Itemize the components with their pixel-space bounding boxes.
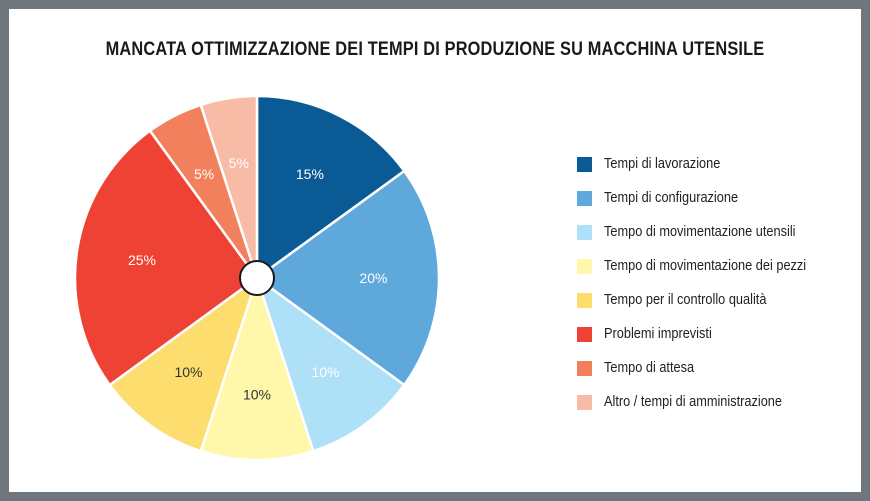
legend-label: Tempi di configurazione bbox=[604, 190, 739, 206]
pie-center-hole bbox=[239, 260, 275, 296]
pie-slice bbox=[255, 94, 406, 280]
legend-item: Tempo di movimentazione utensili bbox=[577, 215, 834, 249]
legend-item: Tempo per il controllo qualità bbox=[577, 283, 834, 317]
legend-item: Tempi di lavorazione bbox=[577, 147, 834, 181]
legend-swatch bbox=[577, 292, 592, 308]
slice-value-label: 10% bbox=[174, 364, 202, 380]
pie-chart: 15% 20% 10% 10% 10% 25% 5% 5% bbox=[73, 94, 441, 462]
legend-item: Tempo di movimentazione dei pezzi bbox=[577, 249, 834, 283]
legend-label: Tempo di attesa bbox=[604, 360, 695, 376]
slice-value-label: 25% bbox=[128, 252, 156, 268]
legend-item: Tempo di attesa bbox=[577, 351, 834, 385]
legend-label: Problemi imprevisti bbox=[604, 326, 712, 342]
legend-label: Tempo di movimentazione dei pezzi bbox=[604, 258, 807, 274]
legend-label: Tempo di movimentazione utensili bbox=[604, 224, 796, 240]
slice-value-label: 5% bbox=[194, 166, 214, 182]
chart-frame: MANCATA OTTIMIZZAZIONE DEI TEMPI DI PROD… bbox=[9, 9, 861, 492]
pie-slice bbox=[108, 276, 259, 453]
legend-item: Altro / tempi di amministrazione bbox=[577, 385, 834, 419]
chart-title: MANCATA OTTIMIZZAZIONE DEI TEMPI DI PROD… bbox=[105, 39, 765, 60]
legend-item: Problemi imprevisti bbox=[577, 317, 834, 351]
legend-swatch bbox=[577, 360, 592, 376]
slice-value-label: 20% bbox=[359, 270, 387, 286]
legend-swatch bbox=[577, 258, 592, 274]
legend-swatch bbox=[577, 326, 592, 342]
legend-label: Altro / tempi di amministrazione bbox=[604, 394, 782, 410]
slice-value-label: 15% bbox=[296, 166, 324, 182]
legend-label: Tempo per il controllo qualità bbox=[604, 292, 767, 308]
pie-slice bbox=[255, 276, 406, 453]
chart-legend: Tempi di lavorazione Tempi di configurazi… bbox=[577, 147, 834, 419]
pie-slice bbox=[255, 169, 441, 387]
legend-label: Tempi di lavorazione bbox=[604, 156, 721, 172]
legend-swatch bbox=[577, 156, 592, 172]
legend-swatch bbox=[577, 190, 592, 206]
legend-swatch bbox=[577, 224, 592, 240]
pie-slice bbox=[199, 94, 259, 280]
slice-value-label: 5% bbox=[229, 155, 249, 171]
slice-value-label: 10% bbox=[243, 387, 271, 403]
pie-slice bbox=[73, 129, 259, 387]
legend-item: Tempi di configurazione bbox=[577, 181, 834, 215]
pie-slice bbox=[199, 276, 315, 462]
slice-value-label: 10% bbox=[311, 364, 339, 380]
legend-swatch bbox=[577, 394, 592, 410]
